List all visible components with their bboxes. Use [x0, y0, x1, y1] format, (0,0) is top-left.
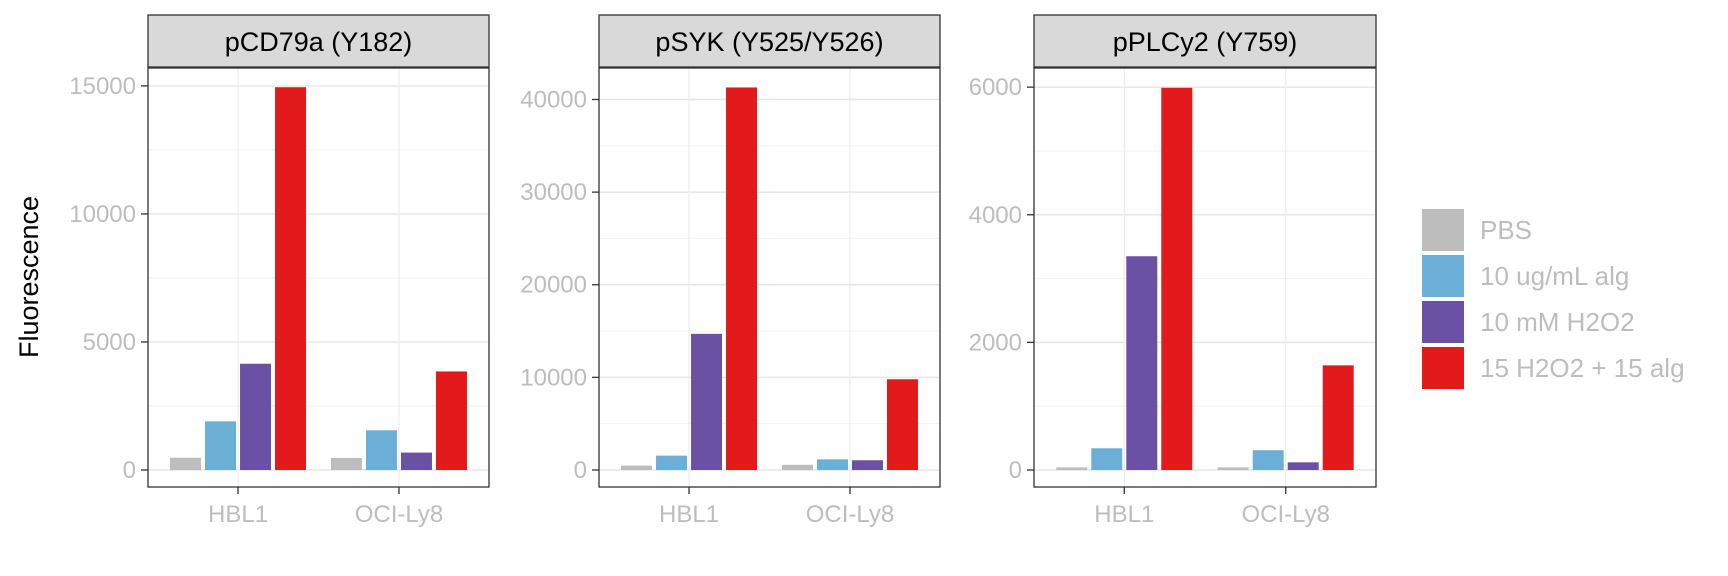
bar	[275, 87, 307, 470]
y-tick-label: 0	[1009, 457, 1022, 484]
panels: pCD79a (Y182)HBL1 OCI-Ly8050001000015000p…	[69, 14, 1377, 528]
legend-key	[1422, 209, 1464, 251]
bar	[1091, 448, 1123, 470]
panel-border	[147, 67, 490, 488]
facet-title: pSYK (Y525/Y526)	[655, 27, 883, 57]
x-tick-label: OCI-Ly8	[1241, 501, 1329, 528]
facet-strip	[598, 14, 941, 68]
panel-border	[1033, 67, 1377, 488]
y-tick-label: 2000	[969, 329, 1022, 356]
x-tick-label: HBL1	[1094, 501, 1154, 528]
bar	[726, 87, 758, 471]
legend-label: 15 H2O2 + 15 alg	[1480, 353, 1685, 383]
legend-label: PBS	[1480, 215, 1532, 245]
bar	[1322, 365, 1354, 470]
facet-title: pCD79a (Y182)	[225, 27, 413, 57]
bar	[1161, 87, 1193, 471]
x-tick-label: OCI-Ly8	[806, 501, 894, 528]
facet-strip	[1033, 14, 1377, 68]
plot-area	[599, 68, 940, 487]
panel-2: pSYK (Y525/Y526) HBL1 OCI-Ly8 0 10000 20000 30…	[520, 14, 941, 528]
y-tick-label: 0	[123, 457, 136, 484]
y-tick-label: 0	[574, 457, 587, 484]
bar	[851, 460, 883, 470]
y-tick-label: 40000	[520, 86, 587, 113]
legend-label: 10 ug/mL alg	[1480, 261, 1629, 291]
y-tick-label: 20000	[520, 272, 587, 299]
legend-key	[1422, 301, 1464, 343]
y-tick-label: 6000	[969, 74, 1022, 101]
y-tick-label: 15000	[69, 73, 136, 100]
panel-3: pPLCy2 (Y759) HBL1 OCI-Ly8 0 2000 4000 6000	[969, 14, 1377, 528]
bar	[781, 464, 813, 470]
bar	[205, 421, 237, 470]
y-tick-label: 4000	[969, 202, 1022, 229]
y-tick-label: 10000	[69, 201, 136, 228]
bar	[330, 457, 362, 470]
plot-area	[1034, 68, 1376, 487]
bar	[1252, 450, 1284, 470]
facet-strip	[147, 14, 490, 68]
y-tick-label: 5000	[83, 329, 136, 356]
y-axis-label: Fluorescence	[14, 196, 44, 358]
bar	[1056, 467, 1088, 470]
bar	[1287, 462, 1319, 470]
y-tick-label: 10000	[520, 364, 587, 391]
bar	[816, 459, 848, 470]
bar	[435, 371, 467, 470]
legend-key	[1422, 347, 1464, 389]
legend-key	[1422, 255, 1464, 297]
y-tick-label: 30000	[520, 179, 587, 206]
bar	[400, 452, 432, 470]
x-tick-label: OCI-Ly8	[355, 501, 443, 528]
bar	[240, 363, 272, 470]
bar	[691, 333, 723, 470]
bar	[1126, 256, 1158, 470]
x-tick-label: HBL1	[208, 501, 268, 528]
bar	[170, 457, 202, 470]
bar	[656, 455, 688, 470]
legend-label: 10 mM H2O2	[1480, 307, 1635, 337]
facet-title: pPLCy2 (Y759)	[1113, 27, 1298, 57]
panel-border	[598, 67, 941, 488]
bar	[1217, 467, 1249, 470]
bar	[365, 430, 397, 470]
legend: PBS 10 ug/mL alg 10 mM H2O2 15 H2O2 + 15 al…	[1422, 209, 1685, 389]
panel-1: pCD79a (Y182) HBL1 OCI-Ly8 0 5000 10000 15000	[69, 14, 490, 528]
x-tick-label: HBL1	[659, 501, 719, 528]
bar	[621, 465, 653, 470]
bar	[886, 379, 918, 470]
